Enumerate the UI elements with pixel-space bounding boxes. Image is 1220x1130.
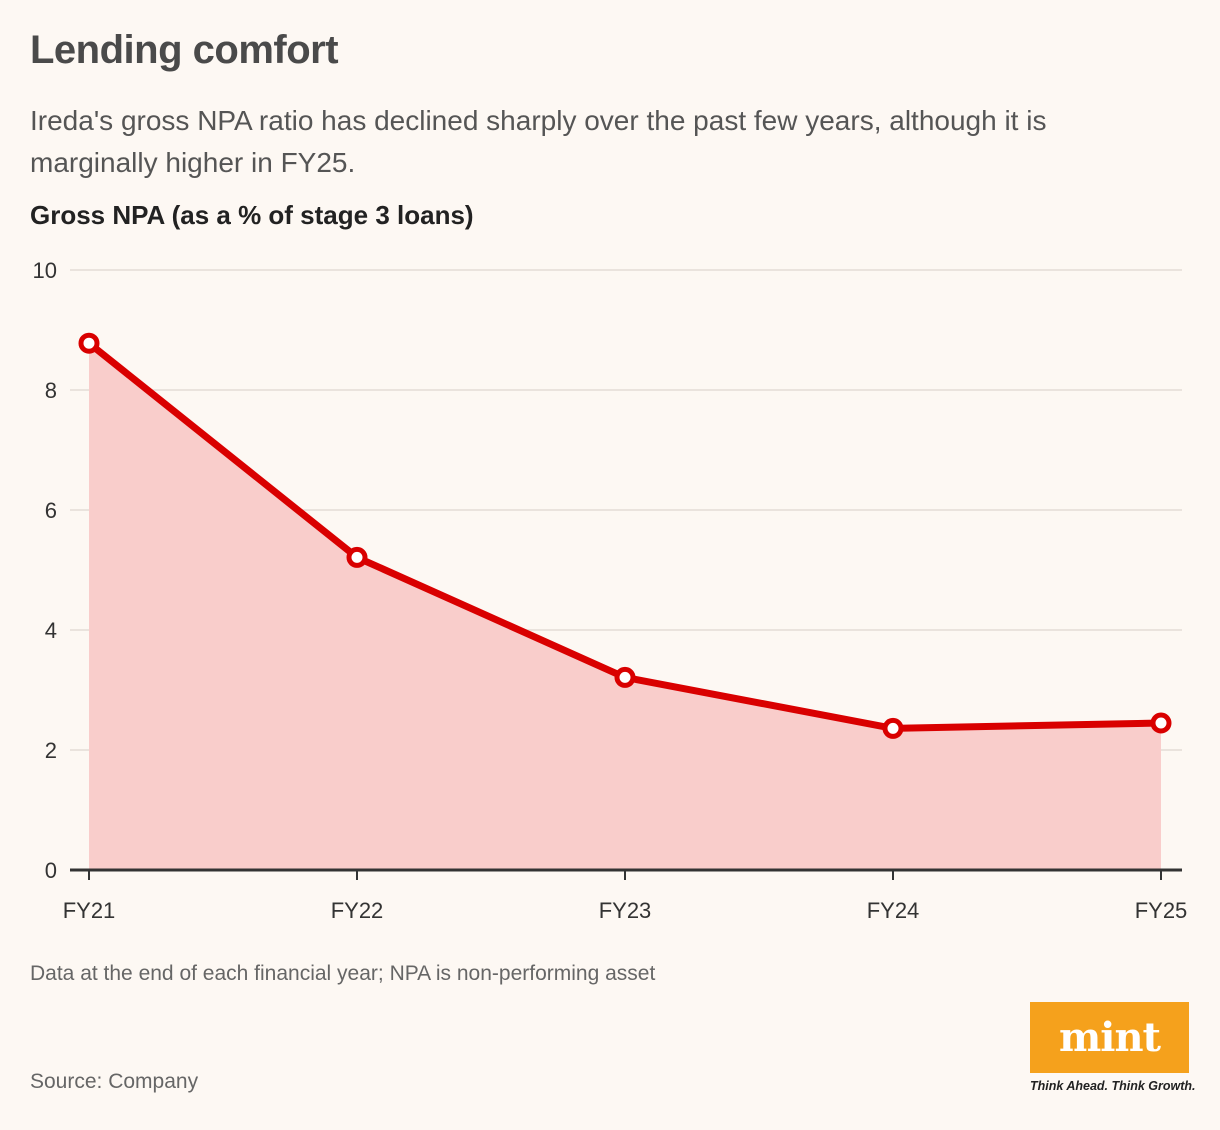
y-tick-label-10: 10 (33, 258, 57, 283)
x-tick-label-FY22: FY22 (331, 898, 384, 923)
logo-text: mint (1058, 1014, 1161, 1061)
logo-tagline: Think Ahead. Think Growth. (1030, 1079, 1196, 1093)
chart-heading: Gross NPA (as a % of stage 3 loans) (30, 200, 474, 230)
y-tick-label-8: 8 (45, 378, 57, 403)
y-tick-label-0: 0 (45, 858, 57, 883)
x-axis (70, 868, 1182, 880)
chart-title: Lending comfort (30, 28, 339, 72)
area-chart: 0 2 4 6 8 10 FY21 FY22 FY23 FY24 FY25 (33, 258, 1188, 923)
x-tick-label-FY25: FY25 (1135, 898, 1188, 923)
chart-subtitle: Ireda's gross NPA ratio has declined sha… (30, 105, 1047, 178)
y-tick-label-6: 6 (45, 498, 57, 523)
data-point-FY24 (882, 717, 904, 739)
data-point-FY23 (614, 666, 636, 688)
data-point-FY22 (346, 546, 368, 568)
data-point-FY25 (1150, 712, 1172, 734)
y-tick-labels: 0 2 4 6 8 10 (33, 258, 57, 883)
area-fill (89, 343, 1161, 870)
x-tick-label-FY21: FY21 (63, 898, 116, 923)
x-tick-label-FY24: FY24 (867, 898, 920, 923)
source-note: Source: Company (30, 1070, 199, 1093)
y-tick-label-2: 2 (45, 738, 57, 763)
data-points (78, 332, 1172, 739)
area-fill-group (89, 343, 1161, 870)
footnote: Data at the end of each financial year; … (30, 962, 656, 985)
data-point-FY21 (78, 332, 100, 354)
mint-logo: mint (1030, 1002, 1189, 1073)
x-tick-labels: FY21 FY22 FY23 FY24 FY25 (63, 898, 1188, 923)
y-tick-label-4: 4 (45, 618, 57, 643)
x-tick-label-FY23: FY23 (599, 898, 652, 923)
